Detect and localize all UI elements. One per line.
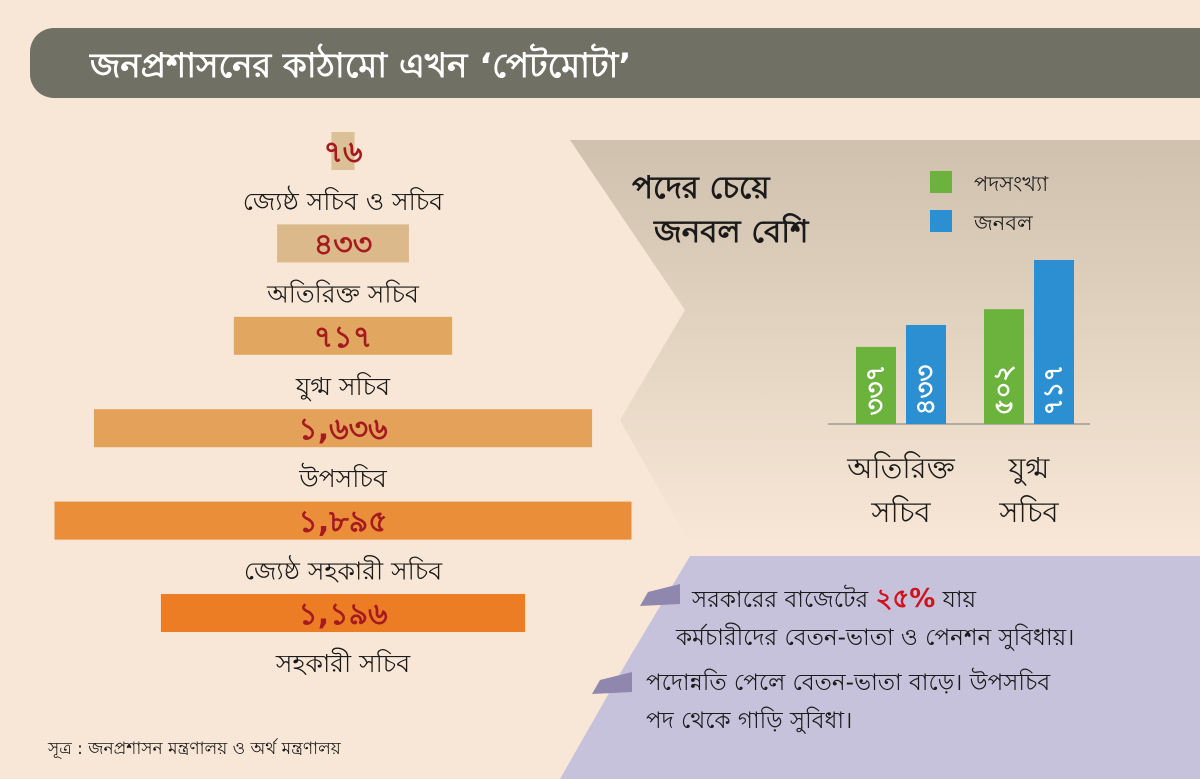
page-title: জনপ্রশাসনের কাঠামো এখন ‘পেটমোটা’ xyxy=(90,46,632,86)
note-budget-line2: কর্মচারীদের বেতন-ভাতা ও পেনশন সুবিধায়। xyxy=(676,625,1075,651)
comparison-category-label-0-1: সচিব xyxy=(870,495,931,529)
legend-label-posts: পদসংখ্যা xyxy=(974,172,1049,196)
comparison-category-label-0-0: অতিরিক্ত xyxy=(846,451,955,485)
legend-label-staff: জনবল xyxy=(974,211,1033,235)
comparison-category-label-1-0: যুগ্ম xyxy=(1008,451,1051,486)
note-promotion-line2: পদ থেকে গাড়ি সুবিধা। xyxy=(646,708,853,734)
note-promotion-line1: পদোন্নতি পেলে বেতন-ভাতা বাড়ে। উপসচিব xyxy=(646,670,1051,696)
legend-swatch-posts xyxy=(930,171,952,193)
comparison-value-label-1-0: ৫০২ xyxy=(989,365,1019,416)
comparison-bar-0-0 xyxy=(856,346,896,424)
source-credit: সূত্র : জনপ্রশাসন মন্ত্রণালয় ও অর্থ মন্… xyxy=(48,739,341,759)
comparison-chart-title-line2: জনবল বেশি xyxy=(654,214,809,250)
note-promotion: পদোন্নতি পেলে বেতন-ভাতা বাড়ে। উপসচিব পদ… xyxy=(618,664,1050,740)
comparison-category-label-1-1: সচিব xyxy=(998,495,1059,529)
comparison-bar-0-1 xyxy=(906,324,946,424)
title-banner: জনপ্রশাসনের কাঠামো এখন ‘পেটমোটা’ xyxy=(30,28,1200,98)
comparison-bar-1-1 xyxy=(1034,260,1074,424)
comparison-value-label-0-0: ৩৩৭ xyxy=(861,365,891,416)
comparison-value-label-1-1: ৭১৭ xyxy=(1039,365,1069,416)
comparison-value-label-0-1: ৪৩৩ xyxy=(911,365,941,416)
note-budget-line1: সরকারের বাজেটের ২৫% যায় xyxy=(692,584,977,614)
comparison-chart-title-line1: পদের চেয়ে xyxy=(632,170,770,206)
comparison-bar-1-0 xyxy=(984,309,1024,424)
note-budget: সরকারের বাজেটের ২৫% যায় কর্মচারীদের বেত… xyxy=(648,580,1074,657)
legend-swatch-staff xyxy=(930,210,952,232)
note-marker-2 xyxy=(592,672,632,694)
note-marker-1 xyxy=(640,584,680,606)
budget-percent: ২৫% xyxy=(875,584,936,614)
